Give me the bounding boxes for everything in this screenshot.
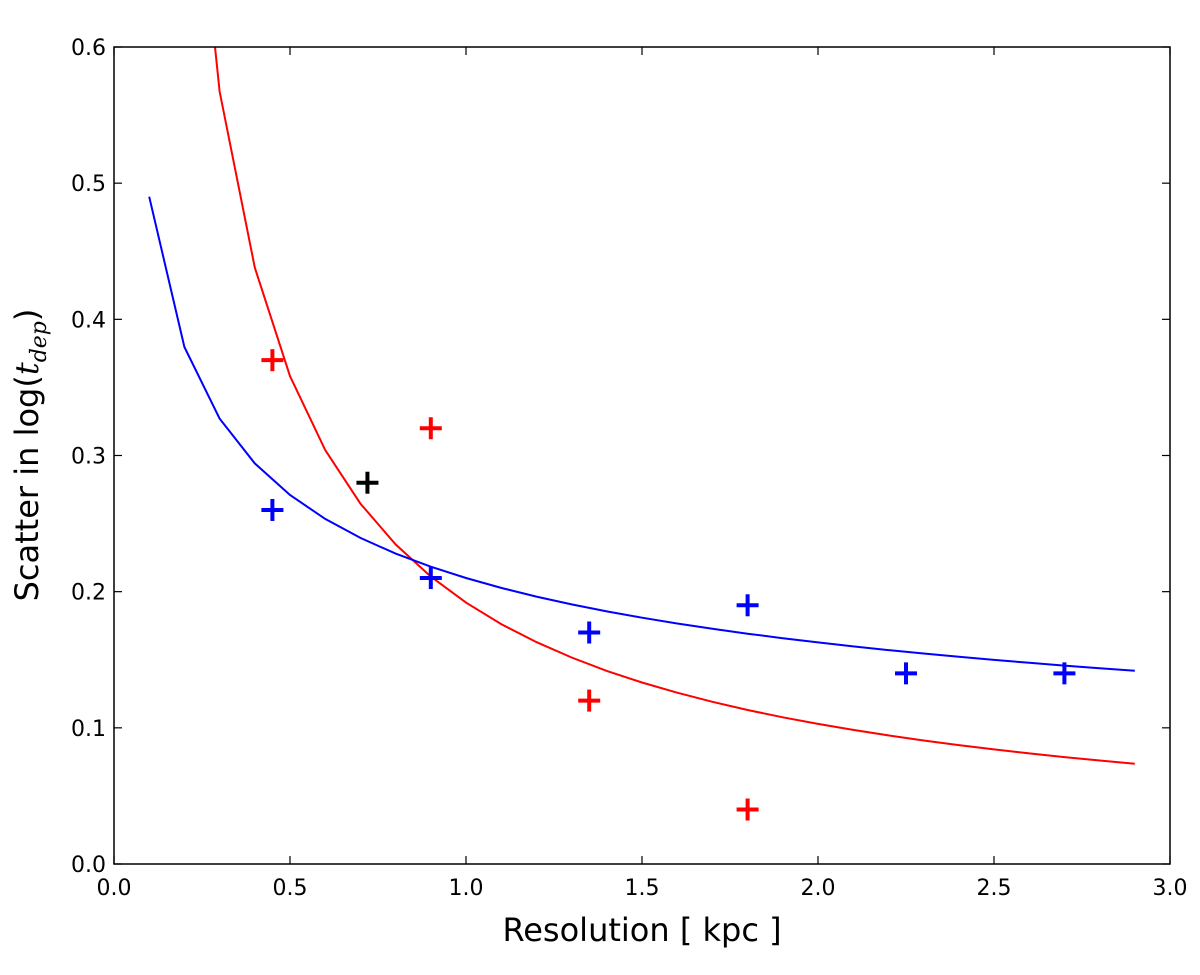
red-points-marker bbox=[419, 417, 442, 440]
y-tick-label: 0.5 bbox=[71, 172, 106, 197]
x-axis-label: Resolution [ kpc ] bbox=[502, 911, 781, 949]
blue-points-marker bbox=[1053, 662, 1076, 685]
y-tick-label: 0.1 bbox=[71, 717, 106, 742]
x-tick-label: 1.0 bbox=[449, 876, 484, 901]
y-tick-label: 0.4 bbox=[71, 308, 106, 333]
x-tick-label: 0.5 bbox=[273, 876, 308, 901]
y-tick-label: 0.0 bbox=[71, 853, 106, 878]
y-tick-label: 0.2 bbox=[71, 581, 106, 606]
x-tick-label: 2.5 bbox=[977, 876, 1012, 901]
blue-points-marker bbox=[419, 567, 442, 590]
blue-points-marker bbox=[261, 498, 284, 521]
red-points-marker bbox=[578, 689, 601, 712]
red-points-marker bbox=[261, 349, 284, 372]
x-tick-label: 3.0 bbox=[1153, 876, 1188, 901]
y-axis-label: Scatter in log(tdep) bbox=[8, 309, 52, 602]
red-points-marker bbox=[736, 798, 759, 821]
fit-curves bbox=[148, 47, 1135, 765]
blue-points-marker bbox=[895, 662, 917, 685]
blue-points-marker bbox=[578, 621, 601, 644]
y-tick-label: 0.3 bbox=[71, 445, 106, 470]
red-fit-line bbox=[214, 47, 1135, 765]
blue-points-marker bbox=[736, 594, 759, 617]
data-points bbox=[261, 349, 1076, 821]
x-tick-label: 2.0 bbox=[801, 876, 836, 901]
y-tick-label: 0.6 bbox=[71, 36, 106, 61]
blue-fit-line bbox=[148, 196, 1135, 672]
axis-ticks: 0.0 0.5 1.0 1.5 2.0 2.5 3.0 0.0 0.1 0.2 0.3 0.4 0.5 0… bbox=[71, 36, 1188, 901]
black-point-marker bbox=[356, 471, 379, 494]
plot-frame bbox=[113, 46, 1171, 865]
x-tick-label: 1.5 bbox=[625, 876, 660, 901]
x-tick-label: 0.0 bbox=[97, 876, 132, 901]
